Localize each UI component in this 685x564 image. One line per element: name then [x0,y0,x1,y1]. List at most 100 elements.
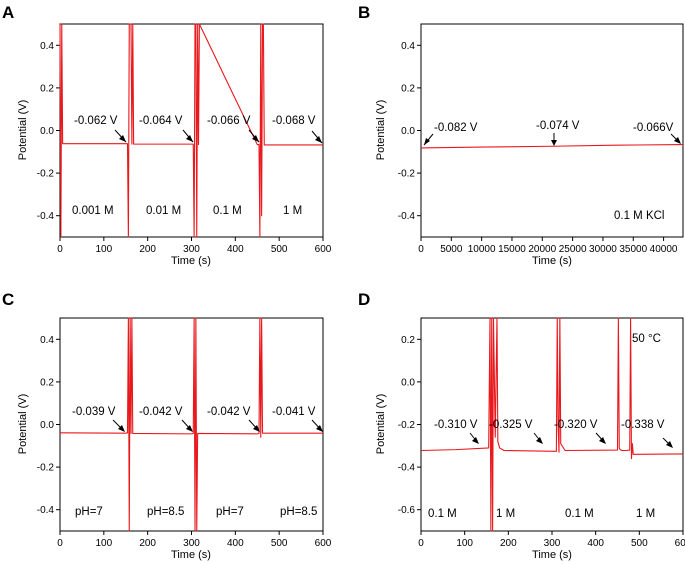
x-tick-label: 5000 [440,244,463,255]
plot-frame [59,317,324,532]
annotation-label: -0.066V [633,122,674,134]
x-tick-label: 15000 [498,244,526,255]
x-tick-label: 100 [95,538,112,549]
y-tick-label: -0.4 [37,211,55,222]
arrowhead-icon [536,437,543,444]
arrowhead-icon [316,425,323,432]
y-tick-label: -0.2 [398,169,416,180]
x-axis-label: Time (s) [171,549,211,561]
annotation-label: -0.338 V [621,419,665,431]
y-axis: 0.2 0.0 -0.2 -0.4 -0.6 [398,335,421,516]
x-tick-label: 300 [544,538,561,549]
x-axis: 0 100 200 300 400 500 600 [57,531,332,549]
y-tick-label: 0.2 [40,83,54,94]
arrowhead-icon [472,437,479,444]
arrowhead-icon [674,137,681,144]
y-tick-label: -0.4 [37,505,55,516]
x-tick-label: 100 [456,538,473,549]
series-group [59,317,323,532]
arrowhead-icon [253,425,260,432]
y-axis-label: Potential (V) [375,100,387,161]
x-tick-label: 400 [587,538,604,549]
segment-label: pH=7 [75,506,103,518]
x-tick-label: 200 [500,538,517,549]
y-tick-label: -0.2 [398,420,416,431]
y-axis-label: Potential (V) [17,100,29,161]
x-tick-label: 0 [57,244,63,255]
x-tick-label: 600 [675,538,685,549]
arrowhead-icon [666,441,673,448]
panel-a: A 0 100 200 300 400 500 600 0.40.20.0-0.2-0.4 … [2,3,332,267]
segment-label: 1 M [496,508,515,520]
series-group [420,144,684,149]
annotation-label: -0.310 V [434,419,478,431]
annotation-label: -0.082 V [434,122,478,134]
x-tick-label: 400 [227,538,244,549]
panel-label-a: A [2,3,14,22]
segment-label: 0.1 M [428,508,457,520]
x-tick-label: 200 [139,538,156,549]
annotation-label: -0.041 V [272,406,316,418]
y-tick-label: 0.0 [40,126,54,137]
x-tick-label: 100 [95,244,112,255]
x-tick-label: 0 [418,244,424,255]
annotation-label: -0.325 V [489,419,533,431]
x-tick-label: 600 [315,538,332,549]
x-axis-label: Time (s) [171,255,211,267]
segment-label: 1 M [283,205,302,217]
x-axis-label: Time (s) [532,549,572,561]
annotation-label: -0.042 V [207,406,251,418]
y-axis-label: Potential (V) [375,394,387,455]
x-tick-label: 200 [139,244,156,255]
y-axis-label: Potential (V) [17,394,29,455]
segment-label: 1 M [636,508,655,520]
arrowhead-icon [252,135,259,142]
panel-label-b: B [358,3,370,22]
annotation-label: -0.066 V [207,115,251,127]
x-tick-label: 10000 [468,244,496,255]
x-tick-label: 0 [418,538,424,549]
x-axis: 0 5000 10000 15000 20000 25000 30000 35000 40000 [418,237,678,255]
panel-b: B 0 5000 10000 15000 20000 25000 30000 35000 400… [358,3,684,267]
annotation-label: -0.039 V [72,406,116,418]
segment-label: 0.001 M [72,205,114,217]
y-tick-label: 0.4 [401,41,415,52]
x-tick-label: 40000 [650,244,678,255]
y-tick-label: -0.6 [398,505,416,516]
arrowhead-icon [186,135,193,142]
annotation-label: -0.042 V [139,406,183,418]
arrowhead-icon [424,138,430,145]
segment-label: 0.01 M [146,205,181,217]
series-line-potential [59,23,323,238]
arrowhead-icon [551,140,557,146]
x-tick-label: 500 [271,538,288,549]
x-tick-label: 35000 [619,244,647,255]
x-axis: 0 100 200 300 400 500 600 [57,237,332,255]
annotation-label: -0.068 V [272,115,316,127]
panel-c: C 0 100 200 300 400 500 600 0.40.20.0-0.2-0.4 … [2,290,332,561]
y-tick-label: -0.4 [398,463,416,474]
segment-label: pH=8.5 [147,506,184,518]
x-axis: 0 100 200 300 400 500 600 [418,531,685,549]
segment-label: 0.1 M [565,508,594,520]
x-tick-label: 300 [183,538,200,549]
y-tick-label: -0.4 [398,211,416,222]
y-axis: 0.4 0.2 0.0 -0.2 -0.4 [37,41,60,222]
annotation-label: -0.320 V [554,419,598,431]
panel-d: D 0 100 200 300 400 500 600 0.2 0.0 -0.2 -0.4 -0.6… [358,290,685,561]
arrowhead-icon [119,135,126,142]
arrowhead-icon [599,437,606,444]
y-tick-label: 0.0 [401,126,415,137]
y-tick-label: -0.2 [37,169,55,180]
y-tick-label: 0.0 [401,377,415,388]
x-tick-label: 20000 [528,244,556,255]
series-line-potential [420,317,684,532]
x-tick-label: 25000 [559,244,587,255]
x-tick-label: 30000 [589,244,617,255]
arrowhead-icon [118,425,125,432]
extra-label: 50 °C [632,333,661,345]
series-group [59,23,323,238]
series-group [420,317,684,532]
annotation-label: -0.062 V [74,115,118,127]
